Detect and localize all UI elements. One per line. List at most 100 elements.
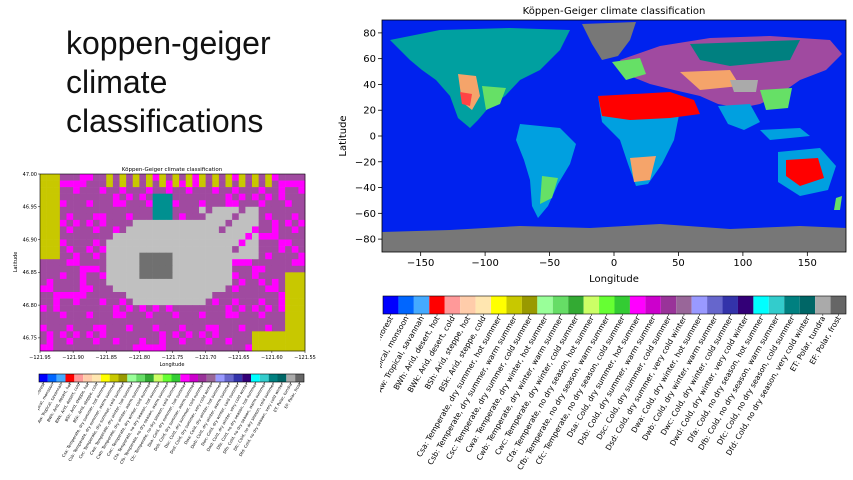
slide-title: koppen-geiger climate classifications	[66, 24, 326, 141]
local-map-cell	[192, 193, 200, 201]
local-map-cell	[205, 187, 213, 194]
local-map-cell	[172, 298, 180, 306]
local-map-cell	[119, 213, 127, 221]
local-map-cell	[245, 318, 253, 326]
local-map-cell	[46, 265, 54, 273]
local-map-cell	[40, 239, 47, 247]
local-map-cell	[271, 265, 279, 273]
local-map-cell	[298, 298, 306, 306]
local-map-cell	[192, 200, 200, 208]
local-map-cell	[298, 174, 306, 181]
local-map-cell	[172, 193, 180, 201]
local-map-cell	[86, 324, 94, 332]
local-map-cell	[258, 318, 266, 326]
local-map-cell	[146, 272, 153, 280]
local-map-cell	[40, 246, 47, 253]
local-map-cell	[185, 252, 193, 260]
local-map-cell	[165, 337, 173, 345]
local-map-cell	[139, 311, 147, 319]
local-map-cell	[298, 285, 306, 293]
local-map-cell	[212, 233, 220, 240]
local-map-cell	[285, 193, 293, 201]
local-map-cell	[46, 298, 54, 306]
local-map-cell	[192, 298, 200, 306]
local-map-cell	[119, 200, 127, 208]
legend-swatch	[707, 296, 723, 314]
local-map-cell	[99, 272, 107, 280]
local-map-cell	[265, 239, 273, 247]
local-map-cell	[265, 219, 273, 227]
world-ytick-label: −20	[355, 157, 376, 168]
local-map-cell	[185, 226, 193, 234]
local-map-cell	[199, 259, 206, 267]
local-map-cell	[73, 292, 81, 299]
legend-swatch	[295, 374, 304, 382]
local-map-cell	[185, 239, 193, 247]
local-map-cell	[86, 219, 94, 227]
local-map-cell	[271, 187, 279, 194]
local-map-cell	[278, 226, 286, 234]
local-map-cell	[40, 213, 47, 221]
local-map-cell	[132, 239, 140, 247]
local-map-cell	[258, 213, 266, 221]
local-map-cell	[205, 318, 213, 326]
local-map-cell	[192, 213, 200, 221]
local-map-cell	[278, 193, 286, 201]
local-map-cell	[46, 318, 54, 326]
local-map-cell	[199, 265, 206, 273]
local-map-cell	[278, 252, 286, 260]
local-map-cell	[245, 193, 253, 201]
legend-swatch	[645, 296, 661, 314]
local-map-cell	[66, 246, 74, 253]
local-map-ylabel: Latitude	[13, 252, 19, 273]
local-map-cell	[139, 187, 147, 194]
local-map-cell	[73, 219, 81, 227]
legend-swatch	[83, 374, 92, 382]
world-map-legend: Af: Tropical, rainforestAm: Tropical, mo…	[380, 295, 847, 472]
local-map-cell	[238, 233, 246, 240]
local-map-cell	[291, 226, 299, 234]
local-map-cell	[218, 259, 226, 267]
local-map-cell	[93, 193, 100, 201]
local-map-cell	[205, 200, 213, 208]
legend-swatch	[830, 296, 846, 314]
local-map-cell	[112, 285, 120, 293]
north-america-desert	[460, 92, 472, 106]
local-map-cell	[192, 292, 200, 299]
legend-swatch	[475, 296, 492, 314]
local-map-cell	[126, 344, 134, 352]
local-map-cell	[238, 180, 246, 188]
local-map-cell	[106, 265, 114, 273]
local-map-cell	[271, 272, 279, 280]
local-map-cell	[271, 259, 279, 267]
local-map-cell	[132, 187, 140, 194]
local-map-cell	[271, 337, 279, 345]
local-map-cell	[132, 193, 140, 201]
local-map-cell	[285, 344, 293, 352]
local-map-cell	[86, 193, 94, 201]
local-map-cell	[192, 187, 200, 194]
legend-swatch	[521, 296, 538, 314]
local-map-cell	[126, 318, 134, 326]
local-map-cell	[232, 292, 240, 299]
local-map-cell	[278, 292, 286, 299]
local-map-cell	[40, 311, 47, 319]
local-map-cell	[46, 206, 54, 214]
local-map-cell	[99, 259, 107, 267]
slide-title-line-2: climate	[66, 64, 168, 100]
local-map-cell	[245, 265, 253, 273]
local-map-cell	[258, 305, 266, 312]
local-map-cell	[93, 324, 100, 332]
local-map-cell	[278, 272, 286, 280]
local-map-cell	[53, 226, 61, 234]
local-map-cell	[179, 259, 187, 267]
local-map-cell	[298, 200, 306, 208]
local-map-cell	[218, 226, 226, 234]
local-map-cell	[192, 331, 200, 339]
legend-swatch	[506, 296, 522, 314]
local-map-cell	[93, 318, 100, 326]
local-map-cell	[106, 305, 114, 312]
local-map-cell	[106, 318, 114, 326]
local-map-cell	[59, 206, 67, 214]
local-map-cell	[93, 233, 100, 240]
